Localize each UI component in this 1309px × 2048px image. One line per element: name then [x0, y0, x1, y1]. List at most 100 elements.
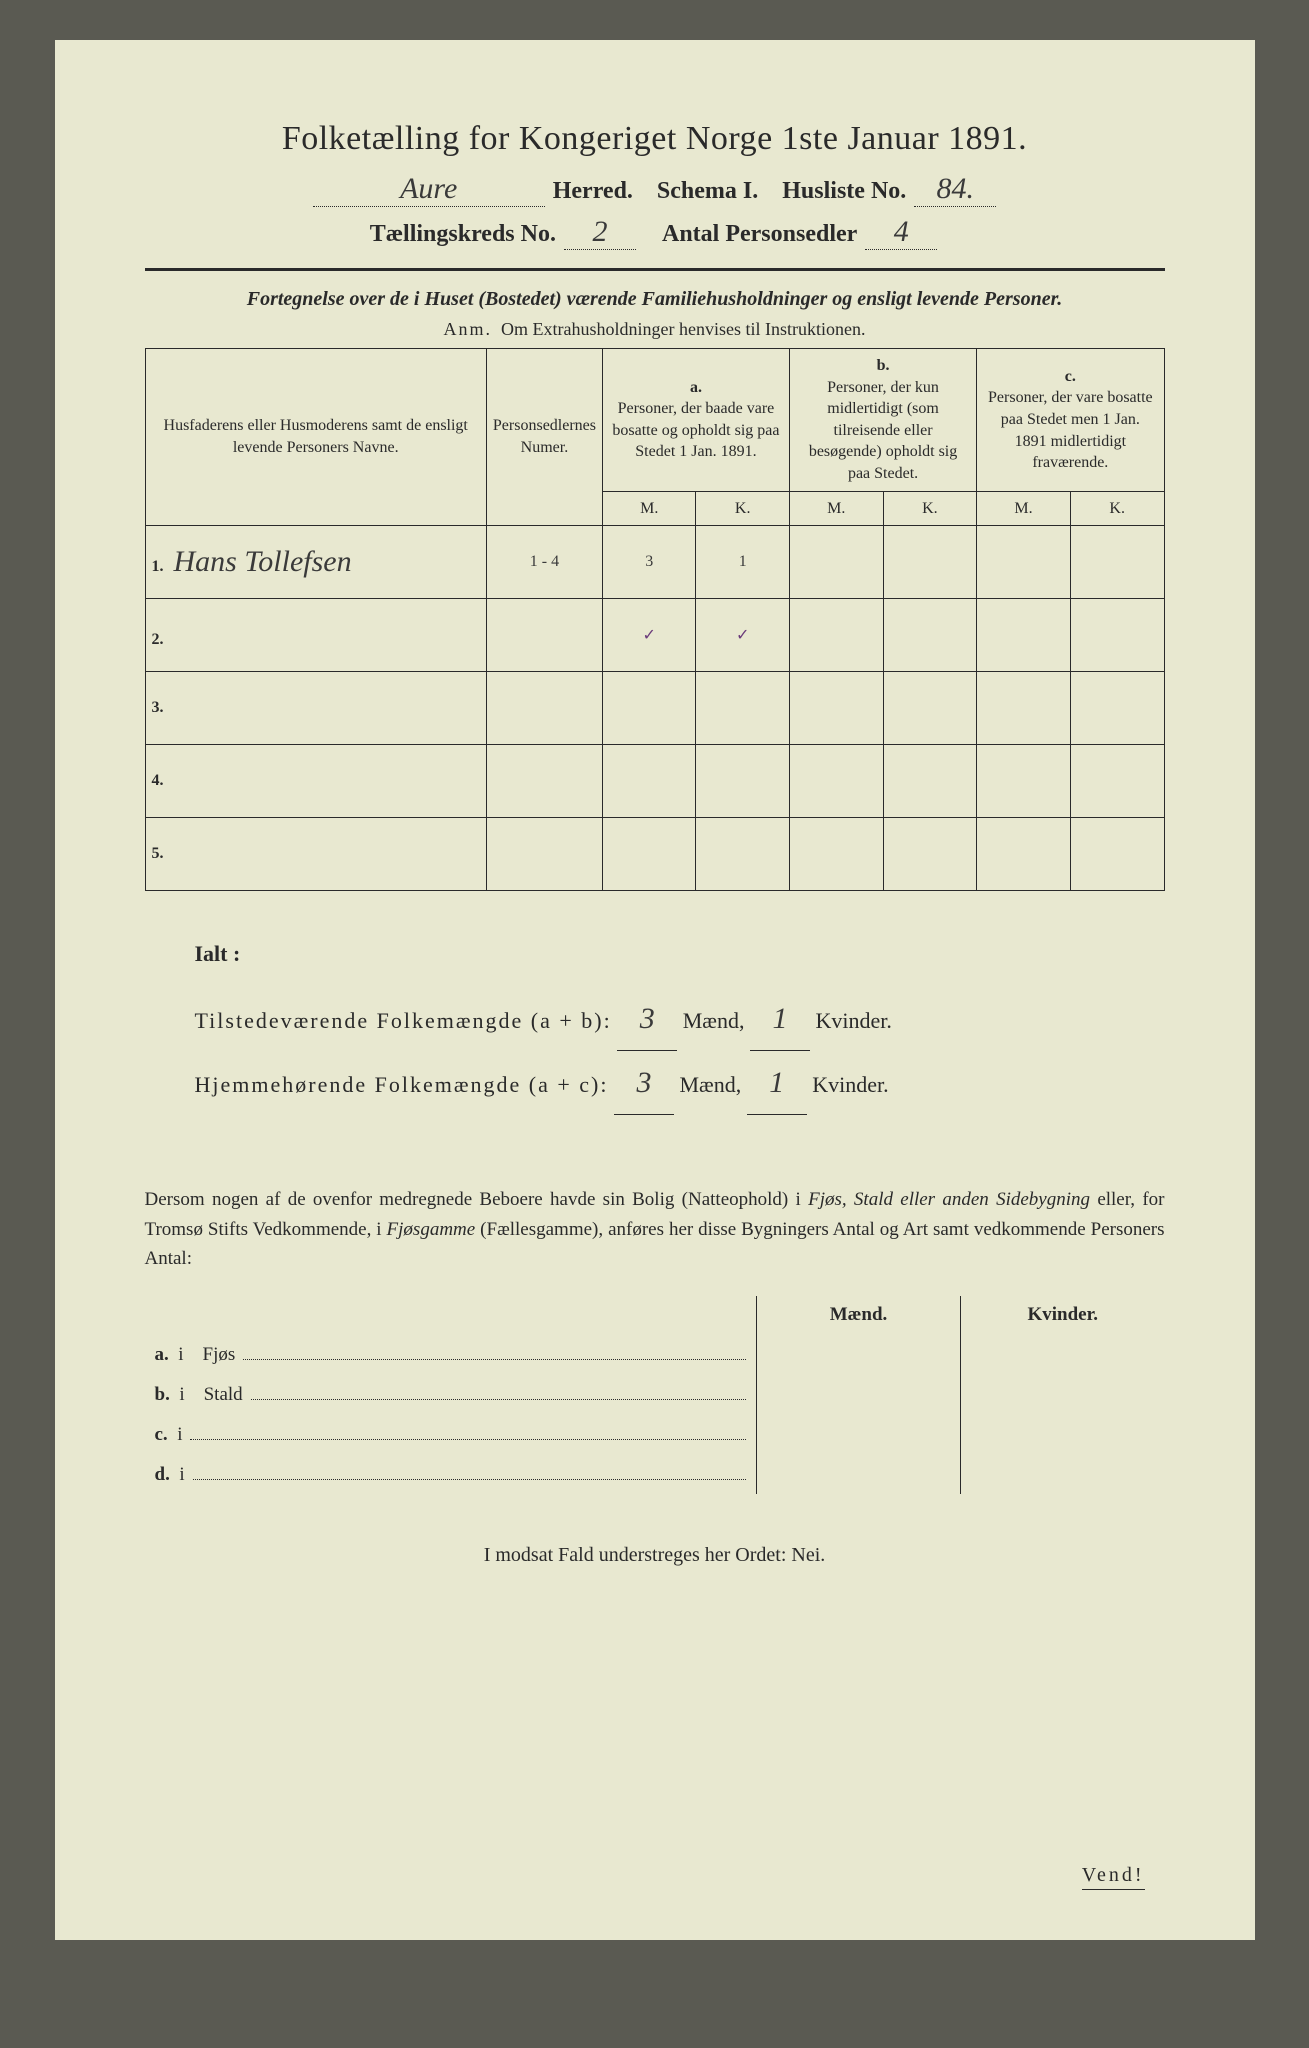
cell-cK — [1070, 672, 1164, 745]
note-block: Dersom nogen af de ovenfor medregnede Be… — [145, 1185, 1165, 1273]
th-a: a. Personer, der baade vare bosatte og o… — [603, 349, 790, 492]
outbuild-row: b. i Stald — [145, 1374, 1165, 1414]
cell-bK — [883, 599, 977, 672]
th-b: b. Personer, der kun midlertidigt (som t… — [789, 349, 976, 492]
tils-label: Tilstedeværende Folkemængde (a + b): — [195, 1008, 612, 1033]
row-num: 4. — [152, 772, 164, 789]
cell-aM: ✓ — [603, 599, 696, 672]
hjem-m: 3 — [614, 1051, 674, 1115]
hjem-k: 1 — [747, 1051, 807, 1115]
table-row: 1. Hans Tollefsen 1 - 4 3 1 — [145, 526, 1164, 599]
cell-cM — [977, 672, 1071, 745]
line-kreds: Tællingskreds No. 2 Antal Personsedler 4 — [145, 215, 1165, 250]
th-bK: K. — [883, 491, 977, 526]
vend-label: Vend! — [1082, 1864, 1145, 1890]
cell-name: 3. — [145, 672, 486, 745]
maend-label: Mænd, — [683, 1008, 745, 1033]
intro-text: Fortegnelse over de i Huset (Bostedet) v… — [145, 285, 1165, 313]
outbuild-row: c. i — [145, 1414, 1165, 1454]
cell-name: 1. Hans Tollefsen — [145, 526, 486, 599]
cell-num — [486, 672, 602, 745]
note-em2: Fjøsgamme — [387, 1219, 476, 1240]
ob-letter: b. — [155, 1384, 170, 1405]
cell-bM — [789, 745, 883, 818]
th-cK: K. — [1070, 491, 1164, 526]
table-row: 3. — [145, 672, 1164, 745]
outbuild-table: Mænd. Kvinder. a. i Fjøs b. i Stald — [145, 1296, 1165, 1494]
tils-k: 1 — [750, 987, 810, 1051]
kreds-label: Tællingskreds No. — [370, 221, 556, 247]
cell-bM — [789, 672, 883, 745]
husliste-value: 84. — [914, 172, 996, 207]
line-herred: Aure Herred. Schema I. Husliste No. 84. — [145, 172, 1165, 207]
cell-cK — [1070, 526, 1164, 599]
cell-aK — [696, 745, 789, 818]
tils-m: 3 — [617, 987, 677, 1051]
cell-num: 1 - 4 — [486, 526, 602, 599]
note-t1: Dersom nogen af de ovenfor medregnede Be… — [145, 1189, 809, 1210]
c-letter: c. — [983, 366, 1157, 388]
cell-name: 2. — [145, 599, 486, 672]
outbuild-row: d. i — [145, 1454, 1165, 1494]
row-num: 5. — [152, 845, 164, 862]
th-name: Husfaderens eller Husmoderens samt de en… — [145, 349, 486, 526]
row-num: 3. — [152, 699, 164, 716]
th-aM: M. — [603, 491, 696, 526]
b-letter: b. — [796, 355, 970, 377]
th-cM: M. — [977, 491, 1071, 526]
cell-cK — [1070, 599, 1164, 672]
cell-name: 5. — [145, 818, 486, 891]
cell-bM — [789, 818, 883, 891]
cell-cM — [977, 599, 1071, 672]
cell-num — [486, 745, 602, 818]
th-aK: K. — [696, 491, 789, 526]
herred-label: Herred. — [553, 178, 633, 204]
hjem-label: Hjemmehørende Folkemængde (a + c): — [195, 1072, 609, 1097]
cell-aK: 1 — [696, 526, 789, 599]
cell-aK — [696, 672, 789, 745]
a-letter: a. — [609, 377, 783, 399]
row-num: 2. — [152, 631, 164, 648]
census-table: Husfaderens eller Husmoderens samt de en… — [145, 348, 1165, 891]
table-row: 2. ✓ ✓ — [145, 599, 1164, 672]
anm-label: Anm. — [444, 319, 493, 339]
census-body: 1. Hans Tollefsen 1 - 4 3 1 2. ✓ ✓ — [145, 526, 1164, 891]
schema-label: Schema I. — [657, 178, 758, 204]
ialt-label: Ialt : — [195, 931, 1165, 977]
cell-bK — [883, 526, 977, 599]
ob-i: i — [179, 1384, 184, 1405]
kreds-value: 2 — [564, 215, 636, 250]
cell-bK — [883, 745, 977, 818]
herred-value: Aure — [313, 172, 545, 207]
antal-label: Antal Personsedler — [662, 221, 857, 247]
cell-bK — [883, 818, 977, 891]
kvinder-label: Kvinder. — [812, 1072, 888, 1097]
ob-i: i — [179, 1464, 184, 1485]
th-num: Personsedlernes Numer. — [486, 349, 602, 526]
cell-num — [486, 818, 602, 891]
cell-aK: ✓ — [696, 599, 789, 672]
husliste-label: Husliste No. — [782, 178, 906, 204]
table-row: 4. — [145, 745, 1164, 818]
ob-type: Stald — [204, 1384, 243, 1405]
th-c: c. Personer, der vare bosatte paa Stedet… — [977, 349, 1164, 492]
note-em1: Fjøs, Stald eller anden Sidebygning — [808, 1189, 1090, 1210]
cell-bM — [789, 599, 883, 672]
ob-letter: d. — [155, 1464, 170, 1485]
ob-kvinder: Kvinder. — [961, 1296, 1165, 1334]
cell-cK — [1070, 745, 1164, 818]
nei-line: I modsat Fald understreges her Ordet: Ne… — [145, 1544, 1165, 1567]
cell-aM — [603, 818, 696, 891]
outbuild-row: a. i Fjøs — [145, 1334, 1165, 1374]
maend-label: Mænd, — [679, 1072, 741, 1097]
table-row: 5. — [145, 818, 1164, 891]
tils-line: Tilstedeværende Folkemængde (a + b): 3 M… — [195, 987, 1165, 1051]
row-num: 1. — [152, 558, 164, 575]
b-text: Personer, der kun midlertidigt (som tilr… — [796, 377, 970, 485]
ob-maend: Mænd. — [757, 1296, 961, 1334]
cell-cM — [977, 745, 1071, 818]
cell-aK — [696, 818, 789, 891]
totals-block: Ialt : Tilstedeværende Folkemængde (a + … — [145, 931, 1165, 1115]
kvinder-label: Kvinder. — [815, 1008, 891, 1033]
ob-i: i — [177, 1424, 182, 1445]
